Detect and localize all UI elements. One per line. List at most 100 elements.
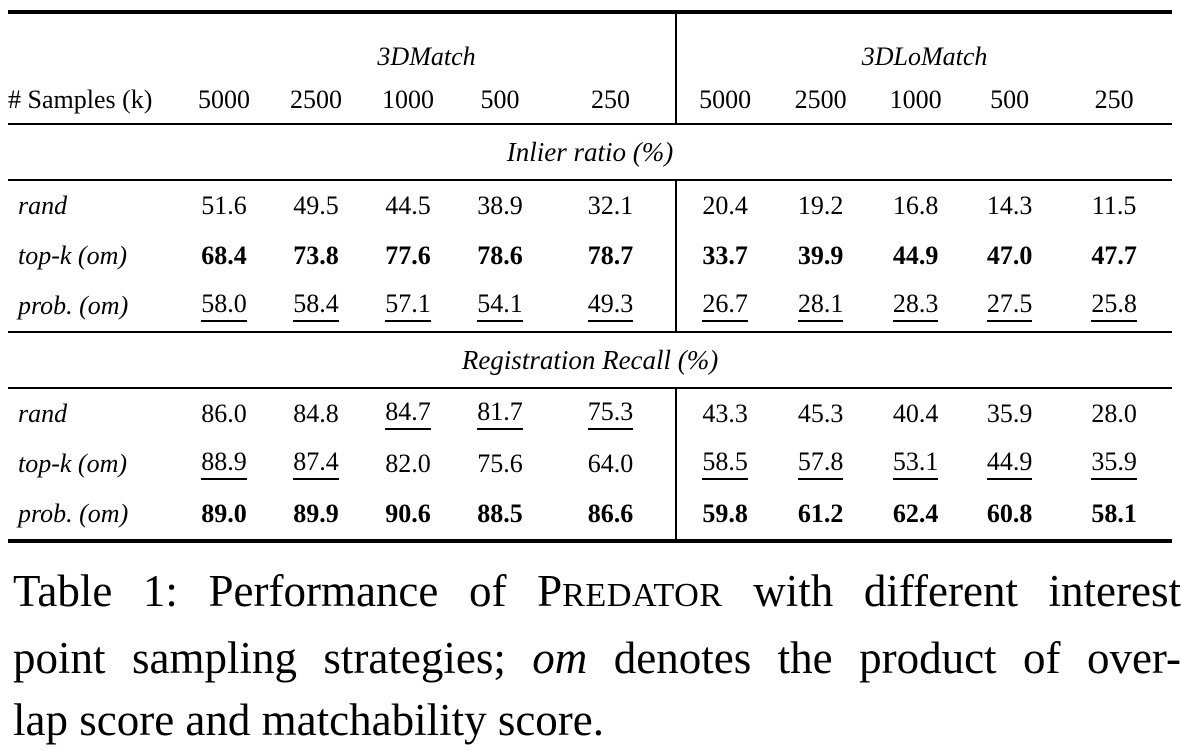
data-value: 25.8 (1091, 290, 1137, 322)
sample-count-header: 250 (546, 76, 677, 125)
data-cell: 20.4 (675, 180, 774, 231)
data-cell: 61.2 (773, 489, 868, 541)
table-row: top-k (om) 88.9 87.4 82.0 75.6 64.0 58.5 57.8 53… (8, 439, 1172, 489)
data-cell: 38.9 (454, 180, 546, 231)
data-cell: 60.8 (963, 489, 1056, 541)
row-label: rand (18, 191, 68, 220)
data-cell: 75.6 (454, 439, 546, 489)
data-value: 87.4 (293, 448, 339, 480)
data-value: 38.9 (477, 191, 523, 220)
sample-count-header: 5000 (178, 76, 270, 125)
data-value: 44.9 (892, 241, 939, 270)
data-cell: 43.3 (675, 388, 774, 439)
data-cell: 64.0 (546, 439, 676, 489)
data-cell: 62.4 (868, 489, 963, 541)
data-value: 78.6 (477, 241, 523, 270)
data-cell: 53.1 (868, 439, 963, 489)
data-value: 89.9 (293, 499, 339, 528)
data-value: 82.0 (385, 449, 431, 478)
data-value: 61.2 (797, 499, 844, 528)
sample-count-header: 250 (1056, 76, 1173, 125)
data-cell: 81.7 (454, 388, 546, 439)
caption-segment: denotes the product of over- (587, 633, 1181, 683)
data-cell: 78.7 (546, 231, 676, 281)
data-value: 14.3 (986, 191, 1033, 220)
data-cell: 28.1 (773, 281, 869, 333)
caption-line: point sampling strategies; om denotes th… (13, 627, 1181, 689)
data-value: 44.9 (986, 448, 1033, 480)
row-label: top-k (om) (18, 241, 128, 270)
row-label: prob. (om) (18, 499, 129, 528)
caption-segment: with different interest (722, 566, 1181, 616)
data-cell: 28.0 (1056, 388, 1172, 439)
data-cell: 82.0 (362, 439, 454, 489)
data-value: 88.5 (477, 499, 523, 528)
data-value: 27.5 (986, 290, 1033, 322)
table-row: top-k (om) 68.4 73.8 77.6 78.6 78.7 33.7 39.9 44… (8, 231, 1172, 281)
data-cell: 44.9 (963, 439, 1056, 489)
data-value: 84.7 (385, 398, 431, 430)
data-cell: 32.1 (546, 180, 676, 231)
samples-header-label: # Samples (k) (8, 76, 178, 125)
data-value: 28.1 (797, 290, 844, 322)
data-cell: 14.3 (963, 180, 1056, 231)
data-value: 75.3 (587, 398, 634, 430)
data-cell: 77.6 (362, 231, 454, 281)
data-cell: 27.5 (963, 281, 1057, 333)
table-row: prob. (om) 89.0 89.9 90.6 88.5 86.6 59.8 61.2 62… (8, 489, 1172, 541)
caption-segment: point sampling strategies; (13, 633, 533, 683)
data-cell: 86.0 (178, 388, 270, 439)
data-value: 26.7 (702, 290, 748, 322)
table-row: rand 86.0 84.8 84.7 81.7 75.3 43.3 45.3 40.4 35.9… (8, 388, 1172, 439)
data-cell: 57.8 (773, 439, 868, 489)
data-cell: 54.1 (454, 281, 546, 333)
data-value: 33.7 (702, 241, 748, 270)
data-cell: 49.5 (270, 180, 362, 231)
data-cell: 19.2 (773, 180, 868, 231)
data-value: 90.6 (385, 499, 431, 528)
data-cell: 58.4 (270, 281, 362, 333)
data-value: 47.7 (1091, 241, 1137, 270)
row-label: rand (18, 399, 68, 428)
data-value: 57.1 (385, 290, 431, 322)
data-value: 43.3 (702, 399, 748, 428)
data-cell: 26.7 (675, 281, 774, 333)
sample-count-header: 2500 (270, 76, 362, 125)
data-cell: 75.3 (546, 388, 676, 439)
data-cell: 35.9 (963, 388, 1056, 439)
data-cell: 84.8 (270, 388, 362, 439)
data-value: 62.4 (892, 499, 939, 528)
data-cell: 59.8 (675, 489, 774, 541)
caption-segment: lap score and matchability score. (13, 695, 605, 745)
section-header-row: Inlier ratio (%) (8, 124, 1173, 181)
data-cell: 68.4 (178, 231, 270, 281)
data-value: 86.0 (201, 399, 247, 428)
data-value: 49.3 (587, 290, 634, 322)
data-cell: 25.8 (1056, 281, 1173, 333)
data-cell: 51.6 (178, 180, 270, 231)
data-cell: 35.9 (1056, 439, 1172, 489)
data-value: 78.7 (587, 241, 634, 270)
data-value: 53.1 (892, 448, 939, 480)
section-title: Registration Recall (%) (8, 332, 1173, 389)
data-value: 11.5 (1091, 191, 1137, 220)
section-title: Inlier ratio (%) (8, 124, 1173, 181)
table-row: rand 51.6 49.5 44.5 38.9 32.1 20.4 19.2 16.8 14.3… (8, 180, 1172, 231)
data-value: 60.8 (986, 499, 1033, 528)
data-value: 58.4 (293, 290, 339, 322)
data-value: 89.0 (201, 499, 247, 528)
table-row: prob. (om) 58.0 58.4 57.1 54.1 49.3 26.7 28.1 28… (8, 281, 1173, 333)
data-value: 16.8 (892, 191, 939, 220)
samples-header-row: # Samples (k) 5000 2500 1000 500 250 5000 2500… (8, 76, 1173, 125)
table-caption: Table 1: Performance of PREDATOR with di… (13, 560, 1181, 751)
sample-count-header: 500 (963, 76, 1057, 125)
data-value: 58.0 (201, 290, 247, 322)
data-cell: 40.4 (868, 388, 963, 439)
sample-count-header: 1000 (362, 76, 454, 125)
data-value: 35.9 (986, 399, 1033, 428)
data-value: 68.4 (201, 241, 247, 270)
data-value: 49.5 (293, 191, 339, 220)
data-value: 84.8 (293, 399, 339, 428)
data-value: 20.4 (702, 191, 748, 220)
sample-count-header: 5000 (675, 76, 774, 125)
